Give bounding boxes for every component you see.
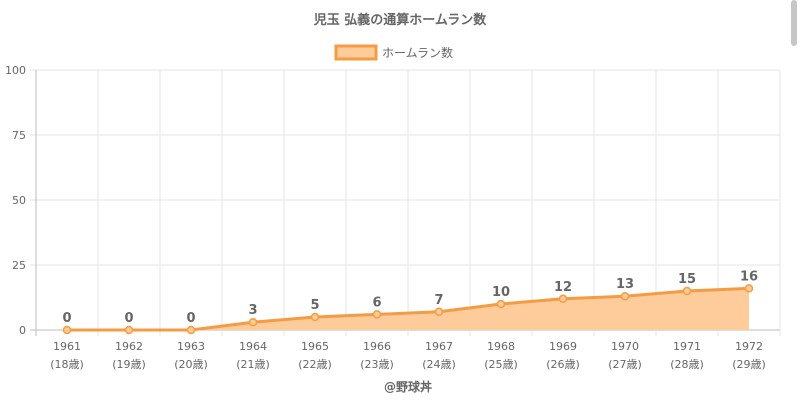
data-label: 3	[248, 303, 257, 318]
data-label: 12	[554, 280, 572, 295]
x-tick-label: 1965	[301, 340, 329, 353]
data-point[interactable]	[372, 310, 382, 319]
x-tick-sublabel: (20歳)	[174, 358, 208, 371]
data-point[interactable]	[248, 317, 258, 327]
x-tick-sublabel: (21歳)	[236, 358, 270, 371]
x-tick-sublabel: (19歳)	[112, 358, 146, 371]
series-line	[67, 286, 750, 332]
scrollbar-thumb[interactable]	[791, 0, 797, 46]
data-label: 7	[434, 293, 443, 308]
x-tick-label: 1962	[115, 340, 143, 353]
x-tick-label: 1963	[177, 340, 205, 353]
x-tick-label: 1964	[239, 340, 267, 353]
x-tick-sublabel: (18歳)	[50, 358, 84, 371]
data-point[interactable]	[496, 299, 506, 309]
x-tick-label: 1970	[611, 340, 639, 353]
x-tick-label: 1971	[673, 340, 701, 353]
plot-area: 0 0 0 3 5 6 7 10 12 13 15 16	[62, 269, 758, 335]
data-point[interactable]	[310, 312, 320, 322]
x-tick-sublabel: (22歳)	[298, 358, 332, 371]
data-point[interactable]	[434, 307, 444, 317]
legend[interactable]: ホームラン数	[334, 44, 453, 61]
y-tick-label: 100	[5, 64, 26, 77]
y-tick-label: 0	[19, 324, 26, 337]
y-tick-label: 25	[12, 259, 26, 272]
x-tick-sublabel: (24歳)	[422, 358, 456, 371]
chart-title: 児玉 弘義の通算ホームラン数	[313, 12, 487, 28]
y-tick-label: 50	[12, 194, 26, 207]
data-point[interactable]	[682, 286, 692, 296]
data-label: 0	[124, 311, 133, 326]
grid	[30, 69, 781, 336]
data-point[interactable]	[558, 294, 568, 304]
x-tick-label: 1968	[487, 340, 515, 353]
x-tick-sublabel: (28歳)	[670, 358, 704, 371]
y-axis: 0 25 50 75 100	[5, 64, 26, 337]
x-tick-label: 1972	[735, 340, 763, 353]
data-label: 13	[616, 277, 634, 292]
y-tick-label: 75	[12, 129, 26, 142]
x-tick-sublabel: (26歳)	[546, 358, 580, 371]
data-label: 10	[492, 285, 510, 300]
data-label: 6	[372, 295, 381, 310]
x-tick-sublabel: (25歳)	[484, 358, 518, 371]
data-point[interactable]	[744, 284, 754, 293]
x-tick-label: 1961	[53, 340, 81, 353]
data-label: 15	[678, 272, 696, 287]
data-label: 5	[310, 298, 319, 313]
credit: @野球丼	[384, 379, 432, 394]
data-label: 0	[186, 311, 195, 326]
data-point[interactable]	[620, 291, 630, 301]
data-point[interactable]	[124, 325, 134, 335]
x-tick-sublabel: (29歳)	[732, 358, 766, 371]
x-axis: 1961 (18歳) 1962 (19歳) 1963 (20歳) 1964 (21歳) 1965…	[50, 340, 766, 371]
data-label: 0	[62, 311, 71, 326]
x-tick-sublabel: (27歳)	[608, 358, 642, 371]
data-label: 16	[740, 269, 758, 284]
data-point[interactable]	[186, 325, 196, 335]
x-tick-label: 1967	[425, 340, 453, 353]
legend-swatch	[334, 44, 378, 61]
x-tick-label: 1969	[549, 340, 577, 353]
data-point[interactable]	[62, 325, 72, 335]
legend-label: ホームラン数	[382, 45, 453, 60]
x-tick-label: 1966	[363, 340, 391, 353]
x-tick-sublabel: (23歳)	[360, 358, 394, 371]
